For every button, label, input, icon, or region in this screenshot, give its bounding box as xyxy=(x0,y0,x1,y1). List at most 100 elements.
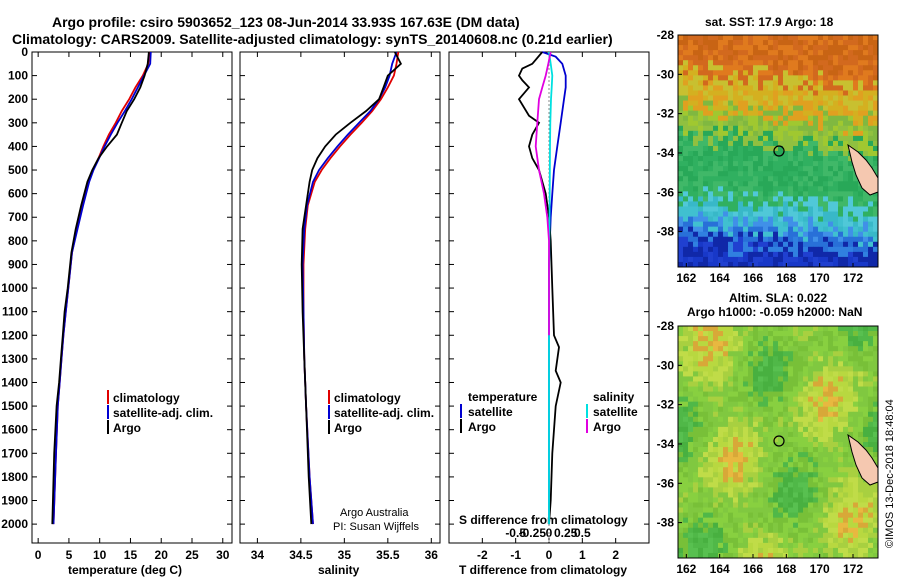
map-cell xyxy=(743,552,749,559)
map-cell xyxy=(763,256,769,263)
map-cell xyxy=(753,261,759,268)
map-cell xyxy=(698,331,704,337)
map-cell xyxy=(863,211,869,217)
map-cell xyxy=(803,391,809,398)
map-cell xyxy=(718,457,724,463)
map-cell xyxy=(703,452,709,458)
map-cell xyxy=(798,161,804,167)
map-cell xyxy=(868,120,874,127)
map-cell xyxy=(698,110,704,117)
depth-tick-label: 1900 xyxy=(1,494,28,508)
map-cell xyxy=(678,522,684,529)
map-cell xyxy=(803,542,809,549)
map-cell xyxy=(728,236,734,243)
map-cell xyxy=(828,161,834,167)
map-cell xyxy=(803,176,809,182)
map-cell xyxy=(738,552,744,559)
map-cell xyxy=(783,366,789,372)
map-cell xyxy=(843,251,849,258)
map-cell xyxy=(728,246,734,253)
map-cell xyxy=(798,472,804,478)
map-cell xyxy=(793,401,799,408)
map-cell xyxy=(708,50,714,56)
map-cell xyxy=(723,181,729,187)
map-cell xyxy=(813,482,819,488)
map-cell xyxy=(778,552,784,559)
map-cell xyxy=(778,246,784,253)
map-cell xyxy=(848,176,854,182)
map-cell xyxy=(688,251,694,258)
map-cell xyxy=(743,421,749,428)
map-cell xyxy=(678,436,684,443)
map-cell xyxy=(783,120,789,127)
x-tick-label: 35.5 xyxy=(376,548,400,562)
map-cell xyxy=(793,161,799,167)
map-cell xyxy=(833,156,839,162)
map-cell xyxy=(858,186,864,192)
map-cell xyxy=(793,376,799,382)
map-cell xyxy=(858,45,864,51)
map-cell xyxy=(733,406,739,413)
map-cell xyxy=(743,251,749,258)
map-cell xyxy=(813,401,819,408)
map-cell xyxy=(713,241,719,248)
map-cell xyxy=(823,125,829,132)
map-cell xyxy=(768,125,774,132)
map-cell xyxy=(763,326,769,332)
map-cell xyxy=(678,487,684,493)
map-cell xyxy=(753,482,759,488)
map-cell xyxy=(743,55,749,61)
map-cell xyxy=(763,55,769,61)
map-cell xyxy=(703,416,709,423)
map-cell xyxy=(813,191,819,197)
map-cell xyxy=(803,462,809,468)
map-cell xyxy=(863,75,869,81)
map-cell xyxy=(863,231,869,238)
map-cell xyxy=(818,462,824,468)
map-cell xyxy=(678,331,684,337)
map-cell xyxy=(828,90,834,96)
map-cell xyxy=(798,502,804,508)
map-cell xyxy=(678,341,684,347)
map-cell xyxy=(818,130,824,137)
map-cell xyxy=(853,527,859,534)
map-cell xyxy=(828,211,834,217)
map-cell xyxy=(823,171,829,177)
map-cell xyxy=(823,336,829,342)
map-cell xyxy=(713,552,719,559)
map-cell xyxy=(813,45,819,51)
map-cell xyxy=(703,331,709,337)
map-cell xyxy=(773,361,779,367)
map-cell xyxy=(868,411,874,418)
map-cell xyxy=(753,70,759,76)
map-cell xyxy=(743,85,749,91)
map-cell xyxy=(798,50,804,56)
map-cell xyxy=(708,110,714,117)
map-cell xyxy=(818,196,824,202)
map-cell xyxy=(678,236,684,243)
map-cell xyxy=(703,166,709,172)
map-cell xyxy=(873,35,879,41)
map-cell xyxy=(793,371,799,377)
map-cell xyxy=(703,396,709,403)
map-cell xyxy=(783,331,789,337)
map-cell xyxy=(743,462,749,468)
map-cell xyxy=(848,472,854,478)
map-cell xyxy=(843,206,849,212)
map-cell xyxy=(868,527,874,534)
map-cell xyxy=(723,216,729,223)
map-cell xyxy=(693,105,699,112)
map-cell xyxy=(728,552,734,559)
map-cell xyxy=(843,331,849,337)
map-cell xyxy=(723,426,729,433)
map-cell xyxy=(823,55,829,61)
map-cell xyxy=(763,547,769,554)
map-cell xyxy=(818,502,824,508)
map-cell xyxy=(683,196,689,202)
map-cell xyxy=(823,151,829,157)
map-cell xyxy=(688,166,694,172)
map-cell xyxy=(858,512,864,519)
map-cell xyxy=(848,431,854,438)
map-cell xyxy=(823,351,829,357)
map-cell xyxy=(788,90,794,96)
